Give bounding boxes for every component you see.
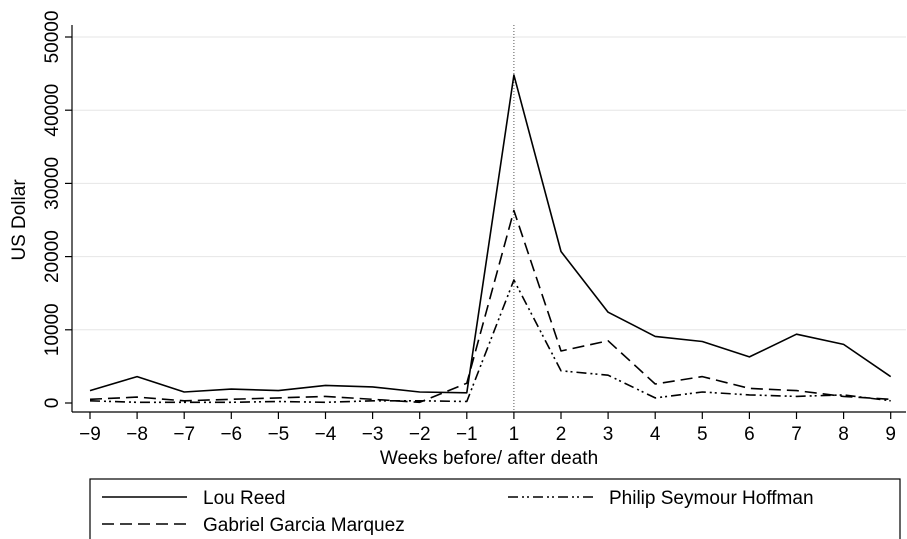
x-tick-label: −1 [456, 424, 478, 445]
y-tick-label: 0 [42, 398, 63, 409]
x-tick-label: 7 [791, 424, 802, 445]
x-tick-label: 8 [838, 424, 849, 445]
y-tick-label: 10000 [42, 303, 63, 356]
series-line-2 [89, 209, 891, 404]
x-tick-label: 1 [509, 424, 520, 445]
gridlines [72, 36, 906, 331]
y-axis-ticks: 0 10000 20000 30000 40000 50000 [42, 11, 72, 409]
x-tick-label: −7 [173, 424, 195, 445]
x-tick-label: −5 [268, 424, 290, 445]
x-tick-label: 9 [885, 424, 896, 445]
x-tick-label: −2 [409, 424, 431, 445]
legend-label-0: Lou Reed [203, 488, 285, 509]
x-axis-title: Weeks before/ after death [380, 448, 598, 469]
legend-label-2: Gabriel Garcia Marquez [203, 515, 405, 536]
x-tick-label: −4 [315, 424, 337, 445]
y-tick-label: 40000 [42, 84, 63, 137]
y-axis-title: US Dollar [9, 179, 30, 261]
legend-box [89, 478, 901, 539]
x-tick-label: −3 [362, 424, 384, 445]
y-tick-label: 20000 [42, 230, 63, 283]
x-tick-label: −6 [220, 424, 242, 445]
x-tick-label: 3 [603, 424, 614, 445]
series-lines [89, 74, 892, 404]
legend-label-1: Philip Seymour Hoffman [609, 488, 814, 509]
x-tick-label: 2 [556, 424, 567, 445]
x-tick-label: 4 [650, 424, 661, 445]
x-tick-label: −8 [126, 424, 148, 445]
series-line-0 [89, 74, 892, 394]
x-tick-label: −9 [79, 424, 101, 445]
x-axis-ticks: −9 −8 −7 −6 −5 −4 −3 −2 −1 1 2 3 4 5 6 7 8 9 [79, 412, 896, 445]
series-line-1 [89, 279, 891, 404]
y-tick-label: 50000 [42, 11, 63, 64]
legend: Lou Reed Philip Seymour Hoffman Gabriel Ga… [89, 478, 901, 539]
x-tick-label: 5 [697, 424, 708, 445]
y-tick-label: 30000 [42, 157, 63, 210]
x-tick-label: 6 [744, 424, 755, 445]
axes [71, 25, 906, 413]
